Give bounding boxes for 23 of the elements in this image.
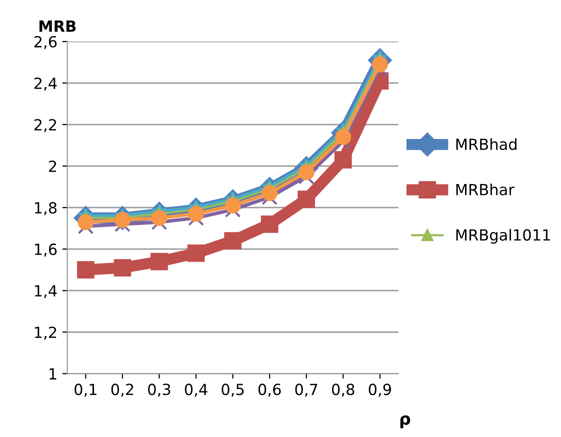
x-tick-label: 0,1 [74,384,96,397]
x-tick-label: 0,8 [332,384,354,397]
legend-label: MRBhad [456,138,516,150]
y-tick-label: 2,4 [34,77,57,91]
y-tick-label: 2,6 [34,36,57,50]
legend-label: MRBgal1011 [456,228,550,244]
y-tick-label: 1,2 [34,326,56,340]
x-tick-label: 0,2 [111,384,134,397]
x-tick-label: 0,3 [148,384,170,397]
y-axis-title: MRB [39,20,76,32]
y-tick-label: 1,4 [34,285,57,298]
x-tick-label: 0,4 [184,384,208,397]
x-tick-label: 0,7 [295,384,318,397]
x-tick-label: 0,9 [368,384,391,397]
x-tick-label: 0,6 [258,384,281,397]
y-tick-label: 2,2 [34,119,56,132]
y-tick-label: 1,8 [34,202,57,216]
x-tick-label: 0,5 [222,384,244,397]
y-tick-label: 2 [48,160,56,172]
y-tick-label: 1,6 [34,244,57,257]
y-tick-label: 1 [50,368,56,380]
x-axis-title: ρ [400,415,410,428]
legend-label: MRBhar [456,184,514,196]
